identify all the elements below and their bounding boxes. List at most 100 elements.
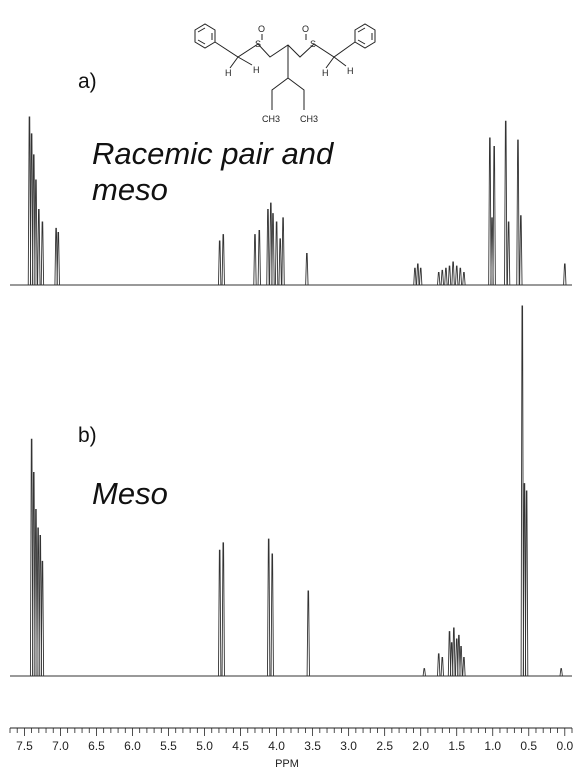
- spectrum-a-peak: [437, 271, 441, 286]
- structure-hydrogen-1: H: [225, 68, 232, 78]
- panel-a-caption-line-1: Racemic pair and: [92, 136, 334, 171]
- x-tick-label: 0.5: [520, 739, 537, 753]
- spectrum-a-peak: [451, 261, 455, 286]
- spectrum-a-peak: [278, 238, 282, 286]
- spectrum-a-peak: [440, 269, 444, 286]
- spectrum-a-peak: [516, 139, 520, 286]
- spectrum-a-peak: [257, 229, 261, 286]
- spectrum-b-peak: [452, 627, 456, 677]
- spectrum-a-peak: [271, 213, 275, 286]
- structure-methyl-left: CH3: [262, 114, 280, 124]
- x-tick-label: 3.5: [304, 739, 321, 753]
- spectrum-b-peak: [450, 642, 454, 677]
- spectrum-a-peak: [563, 263, 567, 286]
- spectrum-b-peak: [36, 527, 40, 677]
- spectrum-a: [10, 116, 572, 286]
- x-tick-label: 4.0: [268, 739, 285, 753]
- spectrum-b-peak: [29, 438, 34, 677]
- spectrum-b-peak: [437, 653, 441, 677]
- spectrum-a-peak: [506, 221, 511, 286]
- spectrum-b-peak: [32, 472, 36, 677]
- spectrum-a-peak: [462, 271, 466, 286]
- spectrum-b-peak: [447, 631, 452, 677]
- spectrum-b-peak: [422, 668, 426, 677]
- structure-oxygen-right: O: [302, 24, 309, 34]
- right-ethyl: [287, 77, 305, 110]
- panel-b-caption: Meso: [92, 476, 168, 511]
- spectrum-a-peak: [34, 179, 38, 286]
- x-tick-label: 6.0: [124, 739, 141, 753]
- x-tick-label: 2.5: [376, 739, 393, 753]
- spectrum-b-peak: [270, 553, 274, 677]
- spectra-layer: [10, 116, 572, 677]
- spectrum-a-peak: [455, 265, 459, 286]
- spectrum-b-peak: [559, 668, 563, 677]
- spectrum-a-peak: [447, 265, 452, 286]
- spectrum-b-peak: [440, 657, 444, 677]
- x-tick-label: 4.5: [232, 739, 249, 753]
- spectrum-a-peak: [221, 234, 225, 286]
- left-ethyl: [271, 45, 289, 110]
- spectrum-b-peak: [459, 645, 463, 677]
- spectrum-a-peak: [419, 267, 423, 286]
- x-tick-label: 1.0: [484, 739, 501, 753]
- x-tick-label: 2.0: [412, 739, 429, 753]
- spectrum-b-peak: [306, 590, 310, 677]
- spectrum-a-peak: [413, 267, 417, 286]
- spectrum-a-peak: [56, 232, 60, 286]
- spectrum-b-peak: [457, 634, 461, 677]
- structure-oxygen-left: O: [258, 24, 265, 34]
- x-tick-label: 6.5: [88, 739, 105, 753]
- x-tick-label: 0.0: [556, 739, 573, 753]
- spectrum-b-peak: [524, 490, 529, 677]
- spectrum-a-peak: [281, 217, 285, 286]
- x-tick-label: 1.5: [448, 739, 465, 753]
- spectrum-a-peak: [32, 154, 36, 286]
- spectrum-b-peak: [462, 657, 466, 677]
- spectrum-a-peak: [488, 137, 492, 286]
- spectrum-a-peak: [266, 208, 270, 286]
- spectrum-a-peak: [37, 208, 41, 286]
- spectrum-b-peak: [34, 509, 38, 677]
- spectrum-b-peak: [38, 534, 42, 677]
- molecule-backbone: [214, 41, 356, 58]
- spectrum-a-peak: [253, 234, 257, 286]
- spectrum-a-peak: [54, 227, 58, 286]
- spectrum-b-peak: [267, 538, 271, 677]
- panel-a-caption-line-2: meso: [92, 172, 168, 207]
- spectrum-a-peak: [444, 267, 448, 286]
- spectrum-a-peak: [492, 145, 496, 286]
- spectrum-a-peak: [416, 263, 420, 286]
- x-tick-label: 5.0: [196, 739, 213, 753]
- chemical-structure: [194, 23, 376, 110]
- structure-sulfur-right: S: [310, 39, 316, 49]
- panel-a-caption: Racemic pair and meso: [92, 136, 392, 208]
- panel-a-label: a): [78, 70, 97, 93]
- spectrum-a-peak: [40, 221, 45, 286]
- spectrum-a-peak: [519, 215, 523, 286]
- x-axis: 7.5 7.0 6.5 6.0 5.5 5.0 4.5 4.0 3.5 3.0 2.5 2.0 1.5 1…: [9, 727, 573, 753]
- x-tick-label: 7.0: [52, 739, 69, 753]
- panel-b-label: b): [78, 424, 97, 447]
- spectrum-a-peak: [274, 221, 279, 286]
- spectrum-b-peak: [520, 305, 524, 677]
- spectrum-a-peak: [218, 240, 222, 286]
- spectrum-a-peak: [458, 267, 462, 286]
- structure-hydrogen-2: H: [253, 65, 260, 75]
- structure-methyl-right: CH3: [300, 114, 318, 124]
- structure-sulfur-left: S: [255, 39, 261, 49]
- spectrum-b-peak: [218, 549, 222, 677]
- structure-hydrogen-3: H: [322, 68, 329, 78]
- x-tick-label: 3.0: [340, 739, 357, 753]
- x-tick-label: 5.5: [160, 739, 177, 753]
- structure-hydrogen-4: H: [347, 66, 354, 76]
- spectrum-b-peak: [455, 638, 459, 677]
- spectrum-a-peak: [269, 202, 273, 286]
- spectrum-b-peak: [522, 483, 527, 677]
- spectrum-b: [10, 305, 572, 677]
- spectrum-a-peak: [305, 253, 309, 286]
- x-axis-label: PPM: [275, 758, 299, 770]
- spectrum-b-peak: [40, 560, 45, 677]
- spectrum-a-peak: [27, 116, 32, 286]
